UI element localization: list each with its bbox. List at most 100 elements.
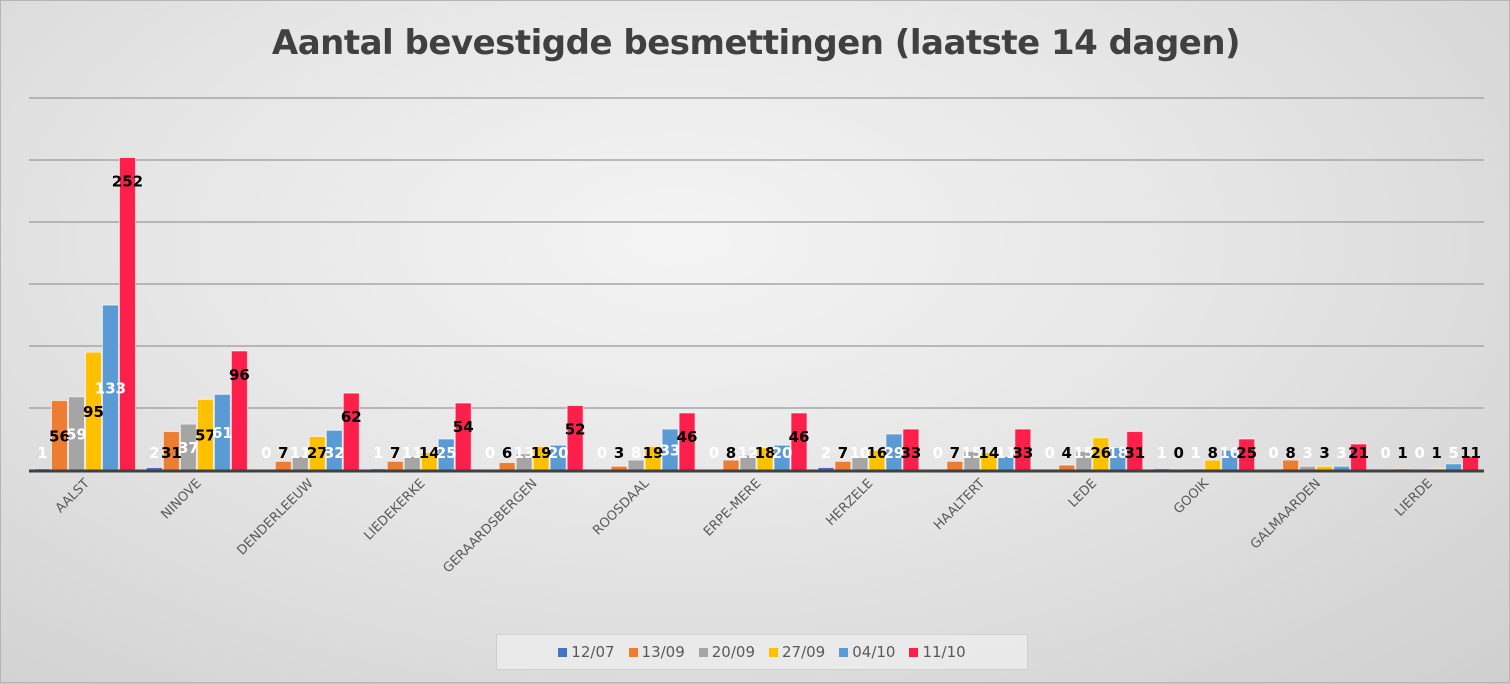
data-label: 19 <box>531 444 552 462</box>
data-label: 27 <box>307 444 328 462</box>
data-label: 0 <box>485 444 495 462</box>
bar <box>1333 465 1351 471</box>
data-label: 4 <box>1062 444 1072 462</box>
legend-swatch <box>769 647 778 657</box>
data-label: 52 <box>565 421 586 439</box>
x-tick-label: DENDERLEEUW <box>234 476 316 558</box>
data-label: 0 <box>261 444 271 462</box>
data-label: 0 <box>1173 444 1183 462</box>
data-label: 3 <box>1319 444 1329 462</box>
bar <box>1058 464 1076 471</box>
data-label: 25 <box>1236 444 1257 462</box>
data-label: 7 <box>838 444 848 462</box>
legend-item: 04/10 <box>839 643 895 661</box>
x-tick-label: ERPE-MERE <box>701 476 764 539</box>
bar <box>946 460 964 471</box>
data-label: 26 <box>1090 444 1111 462</box>
data-label: 19 <box>643 444 664 462</box>
data-label: 46 <box>789 428 810 446</box>
x-tick-label: GOOIK <box>1171 476 1212 517</box>
bar <box>1316 465 1334 471</box>
x-tick-label: LIEDEKERKE <box>361 476 428 543</box>
legend-label: 12/07 <box>571 643 615 661</box>
data-label: 0 <box>709 444 719 462</box>
data-label: 3 <box>1336 444 1346 462</box>
legend-item: 20/09 <box>698 643 755 661</box>
data-label: 16 <box>1219 444 1240 462</box>
bar <box>386 460 404 471</box>
data-label: 8 <box>726 444 736 462</box>
data-label: 18 <box>1107 444 1128 462</box>
data-label: 0 <box>1380 444 1390 462</box>
legend-label: 27/09 <box>782 643 826 661</box>
data-label: 7 <box>390 444 400 462</box>
data-label: 56 <box>49 427 70 445</box>
data-label: 252 <box>112 173 143 191</box>
data-label: 57 <box>195 427 216 445</box>
data-label: 95 <box>83 403 104 421</box>
data-label: 2 <box>821 444 831 462</box>
data-label: 16 <box>866 444 887 462</box>
data-label: 0 <box>1414 444 1424 462</box>
bar <box>498 462 516 471</box>
data-label: 11 <box>290 444 311 462</box>
x-tick-label: LEDE <box>1066 476 1100 510</box>
bar <box>1445 463 1463 471</box>
data-label: 14 <box>978 444 999 462</box>
legend-label: 20/09 <box>711 643 755 661</box>
legend-item: 13/09 <box>628 643 685 661</box>
data-label: 33 <box>660 442 681 460</box>
legend-label: 13/09 <box>641 643 685 661</box>
x-tick-label: HERZELE <box>823 476 876 529</box>
legend-item: 11/10 <box>909 643 966 661</box>
legend-label: 04/10 <box>852 643 896 661</box>
x-tick-label: HAALTERT <box>931 476 988 533</box>
chart-title: Aantal bevestigde besmettingen (laatste … <box>271 23 1241 63</box>
legend-swatch <box>909 647 919 657</box>
data-label: 37 <box>178 439 199 457</box>
x-tick-label: GALMAARDEN <box>1248 476 1324 552</box>
data-label: 31 <box>1124 444 1145 462</box>
data-label: 0 <box>597 444 607 462</box>
data-label: 25 <box>436 444 457 462</box>
data-label: 3 <box>1302 444 1312 462</box>
data-label: 11 <box>402 444 423 462</box>
bar <box>342 392 360 471</box>
data-label: 15 <box>961 444 982 462</box>
legend-item: 12/07 <box>558 643 615 661</box>
data-label: 0 <box>1268 444 1278 462</box>
data-label: 96 <box>229 366 250 384</box>
data-label: 46 <box>677 428 698 446</box>
x-tick-label: NINOVE <box>158 476 204 522</box>
bar <box>118 157 136 471</box>
data-label: 2 <box>149 444 159 462</box>
data-label: 21 <box>1348 444 1369 462</box>
data-label: 61 <box>212 424 233 442</box>
legend-swatch <box>558 647 568 657</box>
data-label: 18 <box>755 444 776 462</box>
data-label: 7 <box>278 444 288 462</box>
data-label: 1 <box>1190 444 1200 462</box>
data-label: 32 <box>324 444 345 462</box>
data-label: 20 <box>548 444 569 462</box>
bar <box>610 465 628 471</box>
data-label: 12 <box>738 444 759 462</box>
data-label: 0 <box>933 444 943 462</box>
bar <box>274 460 292 471</box>
data-label: 11 <box>1460 444 1481 462</box>
data-label: 31 <box>161 444 182 462</box>
data-label: 6 <box>502 444 512 462</box>
data-label: 33 <box>900 444 921 462</box>
x-tick-label: LIERDE <box>1392 476 1436 520</box>
x-tick-label: ROOSDAAL <box>590 476 653 539</box>
data-label: 1 <box>373 444 383 462</box>
data-label: 1 <box>1156 444 1166 462</box>
data-label: 29 <box>883 444 904 462</box>
legend-swatch <box>698 647 708 657</box>
legend-label: 11/10 <box>922 643 966 661</box>
data-label: 20 <box>772 444 793 462</box>
data-label: 8 <box>1285 444 1295 462</box>
data-label: 0 <box>1045 444 1055 462</box>
